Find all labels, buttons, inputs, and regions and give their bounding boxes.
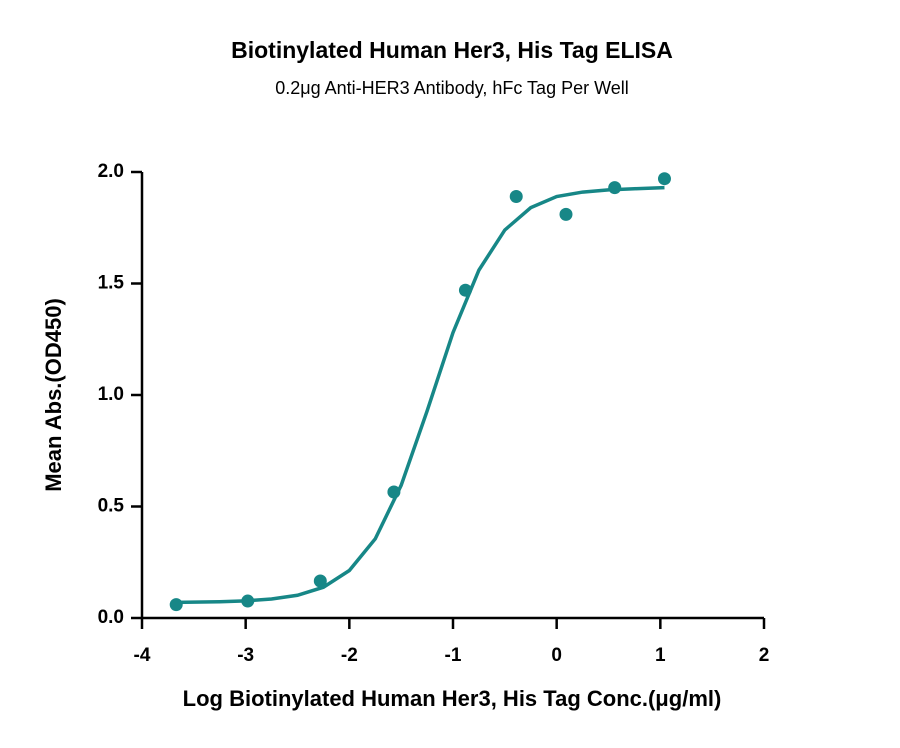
data-point [169,598,183,612]
chart-title: Biotinylated Human Her3, His Tag ELISA [231,37,673,63]
data-point [387,485,401,499]
x-tick-label: -3 [237,645,254,666]
data-point [657,172,671,186]
chart-subtitle: 0.2μg Anti-HER3 Antibody, hFc Tag Per We… [275,78,629,98]
data-point [559,207,573,221]
data-point [608,181,622,195]
y-axis-label: Mean Abs.(OD450) [41,298,66,492]
x-tick-label: -2 [341,645,358,666]
y-tick-label: 1.0 [98,384,124,405]
x-tick-label: 0 [551,645,562,666]
y-tick-label: 0.5 [98,496,125,517]
data-point [458,283,472,297]
x-tick-label: 2 [759,645,770,666]
x-tick-label: -1 [445,645,462,666]
y-tick-label: 2.0 [98,161,124,182]
x-axis-label: Log Biotinylated Human Her3, His Tag Con… [183,686,722,711]
data-point [241,594,255,608]
x-tick-label: -4 [134,645,151,666]
fit-curve [176,185,665,605]
data-point [313,574,327,588]
y-tick-label: 0.0 [98,607,124,628]
y-tick-label: 1.5 [98,273,125,294]
data-point [509,190,523,204]
x-tick-label: 1 [655,645,666,666]
